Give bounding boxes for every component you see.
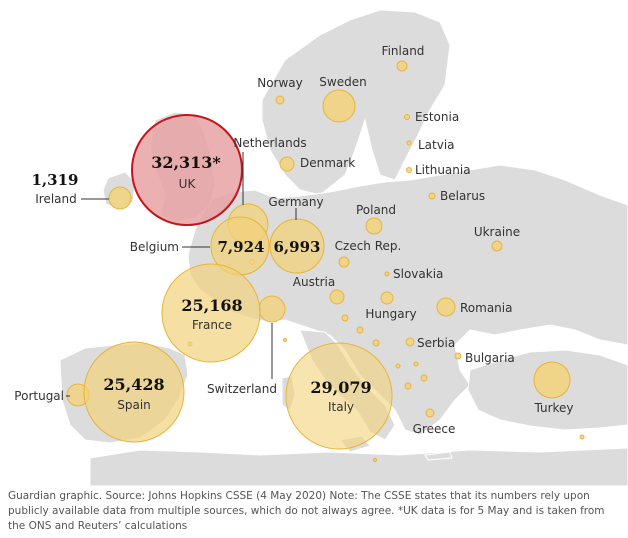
germany-name: Germany <box>268 195 323 209</box>
europe-map: 32,313* UK 1,319 Ireland 7,924 Belgium 6… <box>14 9 628 486</box>
turkey-name: Turkey <box>533 401 573 415</box>
ireland-name: Ireland <box>35 192 77 206</box>
bubble-italy <box>285 342 393 450</box>
switzerland-name: Switzerland <box>207 382 277 396</box>
bubble-latvia <box>406 140 412 146</box>
bubble-bosnia <box>372 339 380 347</box>
bubble-ukraine <box>491 240 503 252</box>
estonia-name: Estonia <box>415 110 459 124</box>
uk-name: UK <box>179 177 197 191</box>
bubble-sweden <box>322 89 356 123</box>
bubble-belarus <box>428 192 436 200</box>
bubble-ireland <box>108 186 132 210</box>
bubble-france <box>161 263 261 363</box>
france-value: 25,168 <box>181 296 242 315</box>
spain-name: Spain <box>117 398 151 412</box>
italy-name: Italy <box>328 400 354 414</box>
czech-name: Czech Rep. <box>335 239 402 253</box>
bubble-slovenia <box>341 314 349 322</box>
land-scandinavia <box>261 9 451 196</box>
germany-value: 6,993 <box>274 238 321 256</box>
serbia-name: Serbia <box>417 336 455 350</box>
poland-name: Poland <box>356 203 396 217</box>
bubble-finland <box>396 60 408 72</box>
bubble-montenegro <box>395 363 401 369</box>
norway-name: Norway <box>257 76 303 90</box>
bubble-bulgaria <box>454 352 462 360</box>
bubble-germany <box>269 218 325 274</box>
bulgaria-name: Bulgaria <box>465 351 515 365</box>
belarus-name: Belarus <box>440 189 485 203</box>
bubble-estonia <box>404 114 410 120</box>
slovakia-name: Slovakia <box>393 267 443 281</box>
bubble-slovakia <box>384 271 390 277</box>
belgium-value: 7,924 <box>218 238 265 256</box>
land-crete <box>424 451 453 461</box>
bubble-malta <box>373 458 377 462</box>
uk-value: 32,313* <box>151 153 221 172</box>
bubble-czech <box>338 256 350 268</box>
leader-lines <box>66 152 297 397</box>
netherlands-name: Netherlands <box>233 136 306 150</box>
bubble-greece <box>425 408 435 418</box>
hungary-name: Hungary <box>365 307 416 321</box>
bubble-denmark <box>279 156 295 172</box>
bubble-turkey <box>533 361 571 399</box>
austria-name: Austria <box>293 275 335 289</box>
source-note: Guardian graphic. Source: Johns Hopkins … <box>8 490 605 532</box>
ukraine-name: Ukraine <box>474 225 520 239</box>
bubble-albania <box>404 382 412 390</box>
latvia-name: Latvia <box>418 138 455 152</box>
bubble-spain <box>83 341 185 443</box>
finland-name: Finland <box>382 44 425 58</box>
denmark-name: Denmark <box>300 156 355 170</box>
sweden-name: Sweden <box>319 75 366 89</box>
bubble-norway <box>275 95 285 105</box>
bubble-hungary <box>380 291 394 305</box>
greece-name: Greece <box>413 422 456 436</box>
ireland-value: 1,319 <box>32 171 79 189</box>
land-north-africa <box>89 447 628 486</box>
text-labels: 32,313* UK 1,319 Ireland 7,924 Belgium 6… <box>14 44 573 436</box>
bubble-uk <box>131 114 243 226</box>
bubble-poland <box>365 217 383 235</box>
bubble-romania <box>436 297 456 317</box>
lithuania-name: Lithuania <box>415 163 471 177</box>
large-bubbles <box>66 114 393 450</box>
bubble-kosovo <box>413 361 419 367</box>
france-name: France <box>192 318 232 332</box>
bubble-austria <box>329 289 345 305</box>
bubble-lithuania <box>406 167 412 173</box>
bubble-cyprus <box>579 434 585 440</box>
portugal-name: Portugal <box>14 389 64 403</box>
bubble-north-macedonia <box>420 374 428 382</box>
bubble-switzerland <box>258 295 286 323</box>
italy-value: 29,079 <box>310 378 371 397</box>
bubble-monaco <box>283 338 287 342</box>
bubble-serbia <box>405 337 415 347</box>
small-bubbles <box>187 60 585 462</box>
belgium-name: Belgium <box>130 240 179 254</box>
bubble-croatia <box>356 326 364 334</box>
spain-value: 25,428 <box>103 375 164 394</box>
romania-name: Romania <box>460 301 512 315</box>
